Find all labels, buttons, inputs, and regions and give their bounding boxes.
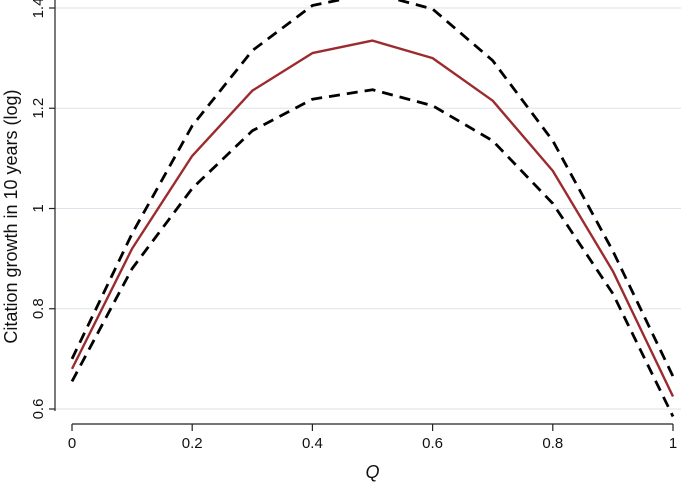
y-tick-label: 1 (30, 204, 47, 212)
series-line-lower-ci (70, 88, 675, 418)
y-tick-label: 1.4 (30, 0, 47, 18)
x-tick-label: 0.4 (302, 435, 323, 452)
tick-marks-and-labels: 0.6 0.8 1 1.2 1.4 0 0.2 0.4 0.6 0.8 1 (30, 0, 677, 452)
x-tick-label: 0 (68, 435, 76, 452)
series-line-estimate (70, 39, 675, 398)
series-line-upper-ci (70, 0, 675, 378)
x-tick-label: 0.2 (182, 435, 203, 452)
y-tick-label: 1.2 (30, 98, 47, 119)
plot-series (70, 0, 675, 418)
x-tick-label: 1 (669, 435, 677, 452)
y-tick-label: 0.6 (30, 399, 47, 420)
y-axis-title: Citation growth in 10 years (log) (1, 89, 21, 343)
x-tick-label: 0.6 (422, 435, 443, 452)
axes (54, 0, 673, 425)
x-axis-title: Q (365, 462, 379, 482)
y-tick-label: 0.8 (30, 298, 47, 319)
x-tick-label: 0.8 (542, 435, 563, 452)
